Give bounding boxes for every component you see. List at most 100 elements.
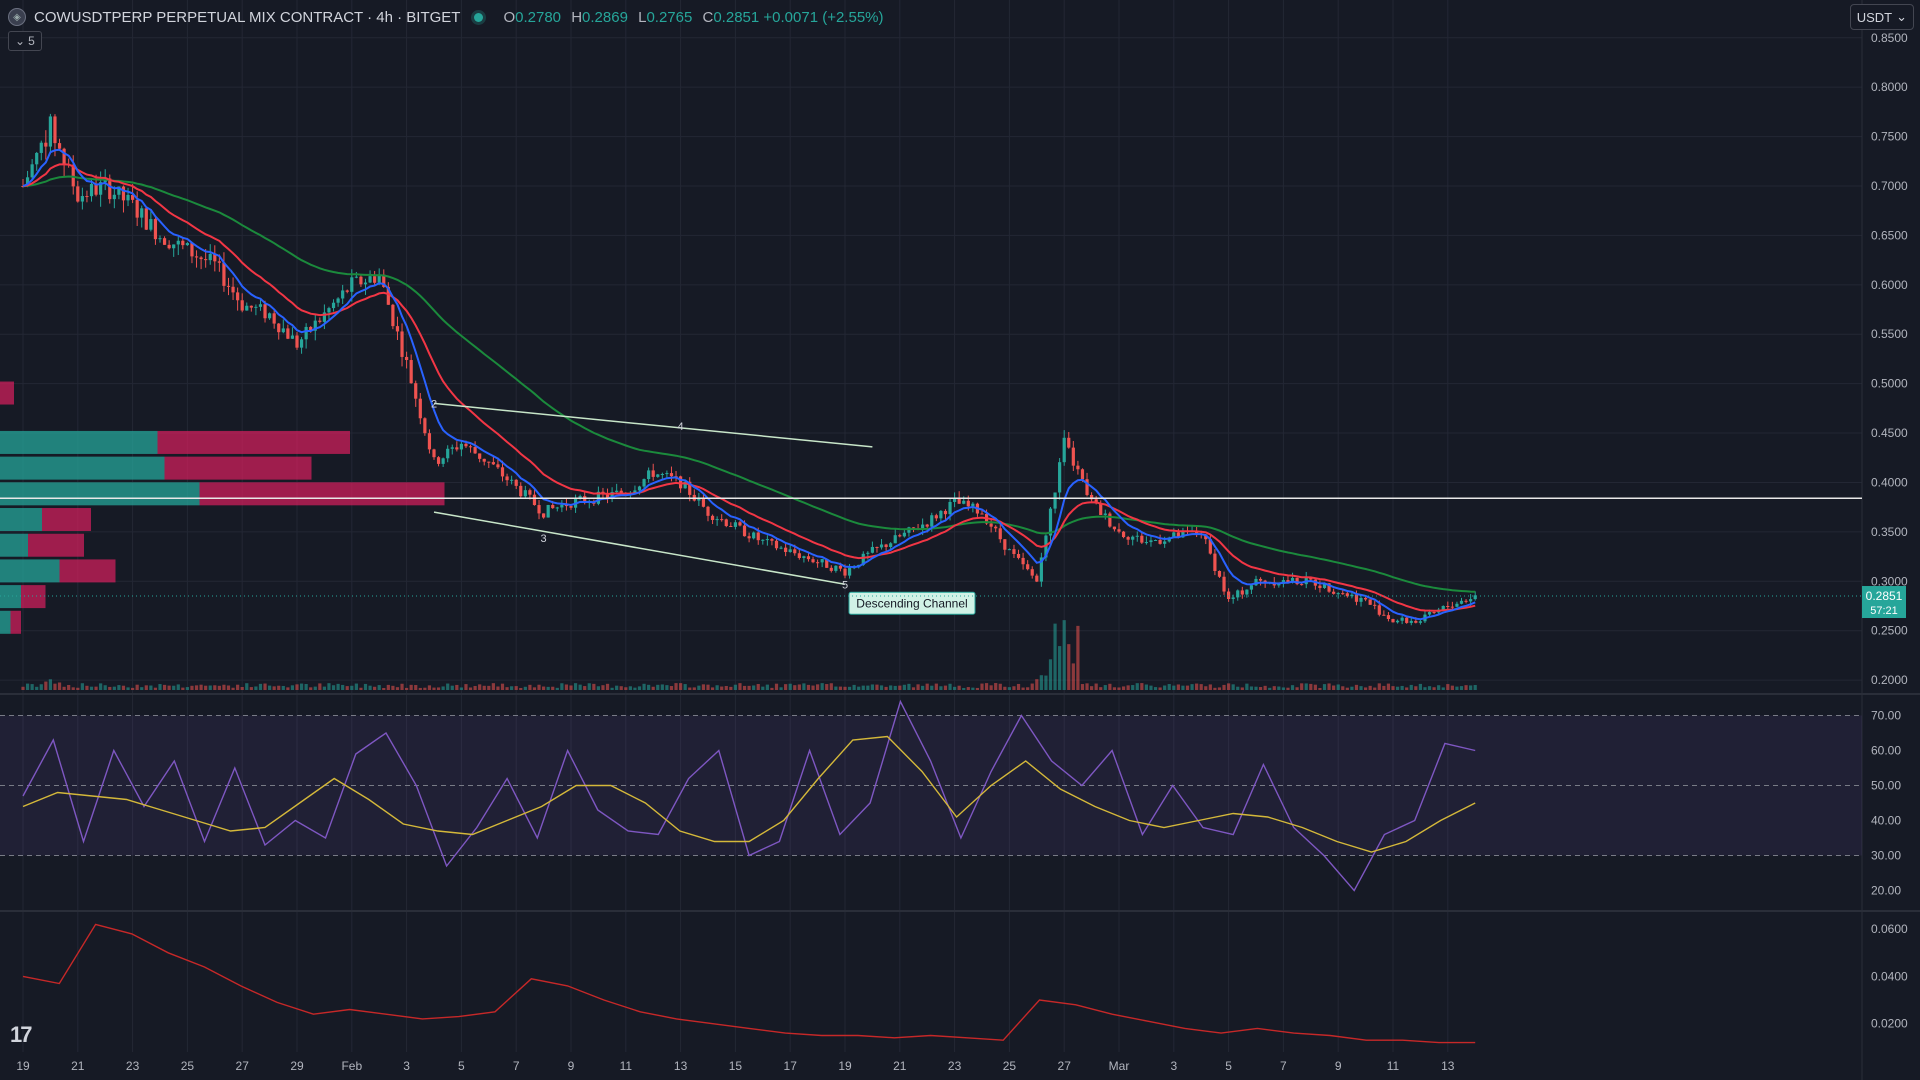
volume-bar <box>496 686 500 690</box>
indicators-collapse-button[interactable]: ⌄ 5 <box>8 31 42 51</box>
volume-bar <box>596 686 600 690</box>
x-tick-label: 3 <box>403 1059 410 1073</box>
candle <box>1140 531 1144 545</box>
candle <box>724 518 728 528</box>
candle <box>85 190 89 203</box>
channel-upper-line <box>433 402 873 448</box>
volume-bar <box>1103 685 1107 690</box>
candle <box>213 245 217 272</box>
volume-bar <box>834 686 838 690</box>
candle <box>1254 575 1258 586</box>
candle <box>373 270 377 287</box>
volume-bar <box>1377 683 1381 690</box>
symbol-title[interactable]: COWUSDTPERP PERPETUAL MIX CONTRACT · 4h … <box>34 8 461 26</box>
candle <box>1053 492 1057 514</box>
volume-bar <box>838 686 843 690</box>
candle <box>405 351 409 369</box>
volume-bar <box>1121 686 1126 690</box>
volume-bar <box>870 684 874 690</box>
volume-bar <box>359 687 363 690</box>
volume-bar <box>943 685 948 690</box>
candle <box>240 293 244 313</box>
candle <box>1117 523 1121 534</box>
candle <box>834 565 838 573</box>
volume-bar <box>720 686 724 690</box>
candle <box>779 545 783 550</box>
volume-bar <box>322 686 326 690</box>
volume-bar <box>605 683 610 690</box>
volume-bar <box>204 685 208 690</box>
candle <box>185 242 189 246</box>
volume-bar <box>774 683 779 690</box>
volume-bar <box>1263 685 1267 690</box>
volume-bar <box>756 684 760 690</box>
volume-bar <box>642 683 646 690</box>
candles <box>21 113 1477 626</box>
volume-bar <box>35 686 39 690</box>
candle <box>1231 594 1235 604</box>
volume-bar <box>336 683 340 690</box>
volume-bar <box>765 684 769 690</box>
volume-bar <box>706 684 710 690</box>
candle <box>1373 600 1377 610</box>
x-tick-label: 5 <box>458 1059 465 1073</box>
candle <box>144 207 148 230</box>
volume-bar <box>149 685 153 690</box>
atr-tick-label: 0.0600 <box>1871 922 1908 936</box>
volume-bar <box>1450 685 1454 690</box>
candle <box>162 236 167 245</box>
volume-bar <box>583 686 587 690</box>
volume-bar <box>172 685 176 690</box>
volume-bar <box>1099 687 1103 690</box>
candle <box>1464 599 1468 604</box>
volume-bar <box>1268 687 1272 690</box>
volume-bar <box>1108 683 1112 690</box>
volume-bar <box>1277 686 1281 690</box>
candle <box>236 287 240 311</box>
candle <box>893 529 897 544</box>
volume-bar <box>569 685 573 690</box>
candle <box>1450 601 1454 610</box>
volume-bar <box>925 683 929 690</box>
currency-label: USDT <box>1856 9 1893 25</box>
volume-bar <box>258 683 263 690</box>
volume-bar <box>30 684 34 690</box>
volume-bar <box>76 687 80 690</box>
volume-bar <box>742 685 747 690</box>
volume-bar <box>770 687 774 690</box>
volume-bar <box>660 684 664 690</box>
volume-bar <box>1126 685 1130 690</box>
open-label: O <box>503 8 516 26</box>
volume-bar <box>208 685 212 690</box>
candle <box>482 458 486 466</box>
volume-bar <box>528 684 532 690</box>
candle <box>1382 610 1386 616</box>
candle <box>706 505 710 522</box>
volume-bar <box>99 683 103 690</box>
candle <box>427 429 432 454</box>
volume-bar <box>953 686 957 690</box>
candle <box>1409 617 1413 626</box>
x-tick-label: 7 <box>1280 1059 1287 1073</box>
volume-bar <box>405 687 409 690</box>
currency-select[interactable]: USDT ⌄ <box>1849 4 1914 30</box>
x-tick-label: 15 <box>729 1059 743 1073</box>
candle <box>875 546 879 553</box>
candle <box>605 488 610 504</box>
volume-bar <box>140 687 144 690</box>
volume-bar <box>304 683 308 690</box>
candle <box>1400 615 1404 625</box>
volume-bar <box>1249 686 1254 690</box>
volume-bar <box>1409 684 1413 690</box>
candle <box>1003 539 1007 556</box>
y-tick-label: 0.4500 <box>1871 426 1908 440</box>
volume-bar <box>921 685 925 690</box>
candle <box>140 205 144 228</box>
volume-bar <box>236 684 240 690</box>
volume-bar <box>505 687 509 690</box>
volume-bar <box>1405 687 1409 690</box>
candle <box>505 473 509 486</box>
x-tick-label: 29 <box>290 1059 304 1073</box>
volume-bar <box>1016 683 1021 690</box>
